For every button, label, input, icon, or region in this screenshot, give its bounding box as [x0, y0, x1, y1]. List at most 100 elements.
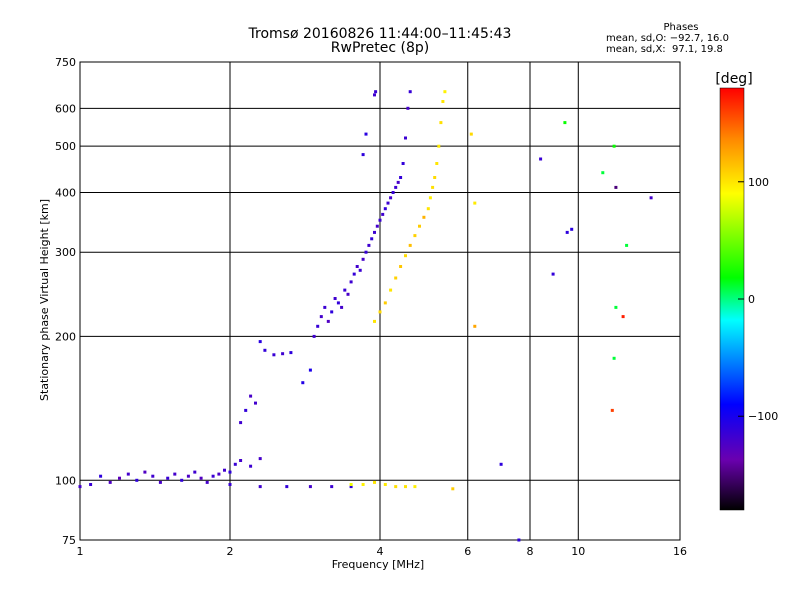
- data-point: [399, 265, 403, 268]
- data-point: [539, 157, 543, 161]
- data-point: [349, 483, 353, 486]
- data-point: [373, 319, 376, 323]
- phase-stats-o: mean, sd,O: −92.7, 16.0: [606, 33, 729, 44]
- data-point: [143, 470, 147, 474]
- data-point: [625, 243, 629, 247]
- data-point: [426, 207, 430, 211]
- data-point: [323, 305, 327, 309]
- grid-lines: [79, 61, 681, 541]
- data-point: [186, 474, 190, 478]
- data-point: [570, 227, 574, 231]
- x-tick-label: 16: [673, 545, 687, 558]
- data-point: [361, 483, 365, 486]
- data-point: [499, 462, 503, 466]
- y-tick-label: 75: [62, 534, 76, 547]
- data-point: [612, 356, 616, 360]
- data-point: [413, 485, 417, 489]
- data-point: [413, 234, 417, 238]
- data-point: [126, 472, 130, 476]
- colorbar-ticks: 100 0 −100: [738, 176, 778, 423]
- phases-header: Phases: [663, 22, 699, 33]
- data-point: [614, 185, 618, 189]
- data-point: [316, 324, 320, 328]
- data-point: [336, 301, 340, 305]
- data-point: [435, 162, 439, 165]
- data-point: [228, 483, 232, 486]
- data-point: [394, 276, 398, 280]
- data-point: [346, 292, 350, 296]
- data-point: [349, 280, 353, 284]
- colorbar-label: [deg]: [715, 71, 752, 87]
- data-point: [391, 191, 395, 194]
- data-point: [135, 478, 139, 482]
- data-point: [330, 485, 334, 489]
- data-point: [473, 324, 477, 328]
- data-point: [254, 401, 257, 405]
- data-point: [422, 215, 426, 219]
- data-point: [228, 470, 232, 474]
- x-tick-label: 1: [77, 545, 84, 558]
- data-points: [78, 90, 653, 542]
- data-point: [383, 483, 387, 486]
- data-point: [551, 272, 555, 276]
- data-point: [428, 196, 432, 200]
- data-point: [223, 468, 226, 472]
- data-point: [408, 243, 412, 247]
- data-point: [249, 464, 253, 468]
- data-point: [326, 319, 330, 323]
- data-point: [374, 90, 378, 94]
- data-point: [244, 408, 248, 412]
- data-point: [399, 176, 403, 179]
- data-point: [151, 474, 155, 478]
- x-tick-label: 10: [571, 545, 585, 558]
- data-point: [389, 196, 393, 200]
- data-point: [199, 476, 203, 480]
- data-point: [614, 305, 618, 309]
- data-point: [118, 476, 121, 480]
- data-point: [565, 230, 569, 234]
- data-point: [621, 315, 625, 319]
- data-point: [418, 224, 421, 228]
- data-point: [469, 132, 473, 136]
- data-point: [383, 207, 387, 211]
- data-point: [364, 132, 368, 136]
- data-point: [473, 201, 477, 205]
- data-point: [343, 288, 347, 292]
- data-point: [239, 459, 243, 462]
- data-point: [394, 485, 398, 489]
- x-axis-label: Frequency [MHz]: [332, 558, 424, 571]
- data-point: [158, 480, 162, 484]
- data-point: [301, 381, 305, 385]
- data-point: [166, 476, 170, 480]
- data-point: [211, 474, 215, 478]
- data-point: [233, 462, 237, 466]
- data-point: [394, 185, 398, 189]
- x-tick-label: 8: [527, 545, 534, 558]
- data-point: [404, 254, 407, 258]
- data-point: [258, 457, 262, 461]
- y-tick-label: 600: [55, 102, 76, 115]
- data-point: [383, 301, 387, 305]
- x-tick-label: 4: [377, 545, 384, 558]
- data-point: [108, 480, 112, 484]
- data-point: [433, 176, 437, 179]
- data-point: [173, 472, 177, 476]
- y-tick-label: 200: [55, 330, 76, 343]
- colorbar-tick-label: 0: [748, 293, 755, 306]
- chart-subtitle: RwPretec (8p): [330, 40, 430, 56]
- y-axis-label: Stationary phase Virtual Height [km]: [38, 199, 51, 401]
- data-point: [439, 121, 443, 125]
- data-point: [367, 243, 371, 247]
- data-point: [312, 334, 316, 338]
- data-point: [381, 212, 385, 216]
- data-point: [612, 144, 616, 148]
- y-tick-label: 750: [55, 56, 76, 69]
- data-point: [78, 485, 82, 489]
- data-point: [649, 196, 653, 200]
- data-point: [431, 185, 435, 189]
- data-point: [352, 272, 356, 276]
- data-point: [443, 90, 447, 94]
- data-point: [517, 538, 521, 542]
- data-point: [378, 310, 382, 314]
- data-point: [437, 144, 441, 148]
